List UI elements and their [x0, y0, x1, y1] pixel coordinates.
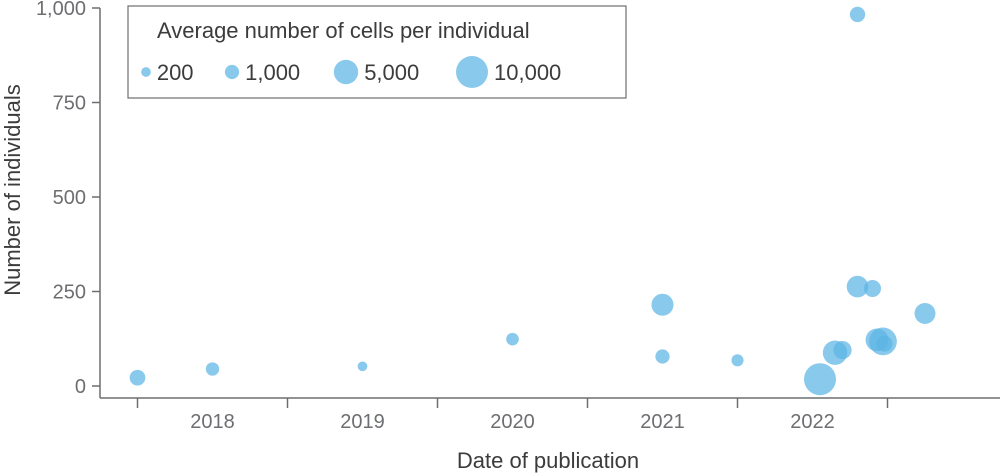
x-tick-label: 2019 [340, 411, 385, 433]
data-point [655, 349, 670, 364]
y-tick-labels: 0 250 500 750 1,000 [36, 0, 86, 398]
legend-title: Average number of cells per individual [157, 18, 530, 43]
legend-entries: 200 1,000 5,000 10,000 [141, 56, 561, 88]
y-tick-label: 500 [53, 187, 86, 209]
legend: Average number of cells per individual 2… [127, 5, 627, 99]
y-tick-label: 250 [53, 282, 86, 304]
y-tick-label: 0 [75, 376, 86, 398]
legend-label: 1,000 [245, 60, 300, 85]
legend-swatch [224, 64, 240, 80]
legend-label: 5,000 [364, 60, 419, 85]
data-point [205, 362, 220, 376]
y-tick-label: 750 [53, 93, 86, 115]
bubbles [129, 6, 936, 396]
legend-box [127, 5, 627, 99]
data-point [914, 302, 936, 324]
axes: 2018 2019 2020 2021 2022 0 250 500 750 1,000 [36, 0, 1000, 433]
data-point [846, 275, 869, 298]
x-tick-label: 2022 [790, 411, 835, 433]
data-point [804, 363, 836, 396]
legend-label: 200 [157, 60, 194, 85]
x-tick-labels: 2018 2019 2020 2021 2022 [190, 411, 835, 433]
data-point [863, 279, 882, 297]
legend-swatch [456, 56, 488, 88]
legend-swatch [333, 59, 359, 85]
data-point [833, 340, 852, 360]
data-point [357, 361, 368, 372]
y-ticks [92, 7, 100, 387]
x-tick-label: 2018 [190, 411, 235, 433]
x-ticks [136, 398, 889, 408]
legend-label: 10,000 [494, 60, 561, 85]
data-point [506, 332, 519, 346]
data-point [849, 6, 866, 23]
x-axis-title: Date of publication [457, 448, 639, 473]
data-point [731, 354, 744, 367]
x-tick-label: 2021 [640, 411, 685, 433]
legend-swatch [141, 67, 151, 77]
y-axis-title: Number of individuals [0, 84, 25, 296]
data-point [651, 293, 674, 316]
data-point [129, 369, 146, 386]
data-point [876, 335, 893, 352]
x-tick-label: 2020 [490, 411, 535, 433]
y-tick-label: 1,000 [36, 0, 86, 20]
